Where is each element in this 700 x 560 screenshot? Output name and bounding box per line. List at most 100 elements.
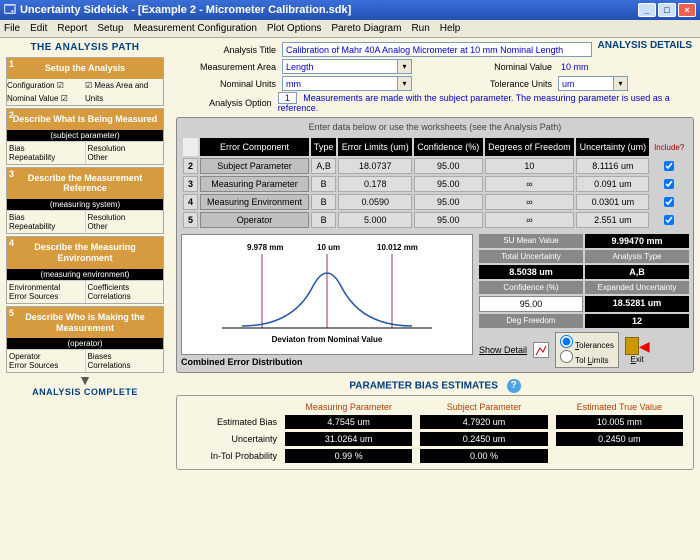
- su-mean-heading: SU Mean Value: [479, 234, 583, 248]
- analysis-path-sidebar: THE ANALYSIS PATH 1Setup the AnalysisCon…: [0, 38, 170, 560]
- svg-text:9.978 mm: 9.978 mm: [247, 243, 283, 252]
- expanded-uncertainty-value: 18.5281 um: [585, 296, 689, 312]
- error-components-table: Error ComponentTypeError Limits (um)Conf…: [181, 136, 689, 230]
- analysis-option-label: Analysis Option: [176, 98, 272, 108]
- bias-value: 4.7545 um: [285, 415, 412, 429]
- tolerance-options: TTolerancesolerances Tol Limits: [555, 332, 619, 368]
- bias-estimates-section: PARAMETER BIAS ESTIMATES ? Measuring Par…: [176, 379, 694, 470]
- menu-help[interactable]: Help: [440, 23, 461, 34]
- include-checkbox[interactable]: [664, 161, 674, 171]
- measurement-area-dropdown[interactable]: ▾: [398, 59, 412, 74]
- analysis-details-heading: ANALYSIS DETAILS: [598, 40, 692, 51]
- table-row: 2 Subject Parameter A,B18.073795.00108.1…: [183, 158, 687, 174]
- nominal-units-input[interactable]: [282, 76, 398, 91]
- total-uncertainty-heading: Total Uncertainty: [479, 250, 583, 263]
- bias-value: 0.2450 um: [556, 432, 683, 446]
- show-detail-link[interactable]: SShow Detailhow Detail: [479, 345, 527, 355]
- deg-freedom-value: 12: [585, 314, 689, 328]
- step-1[interactable]: 1Setup the AnalysisConfiguration ☑☑ Meas…: [6, 57, 164, 106]
- table-hint: Enter data below or use the worksheets (…: [181, 122, 689, 132]
- menu-edit[interactable]: Edit: [30, 23, 47, 34]
- su-mean-value: 9.99470 mm: [585, 234, 689, 248]
- svg-text:Deviaton from Nominal Value: Deviaton from Nominal Value: [272, 335, 383, 344]
- measurement-area-input[interactable]: [282, 59, 398, 74]
- summary-panel: SU Mean Value 9.99470 mm Total Uncertain…: [479, 234, 689, 368]
- include-checkbox[interactable]: [664, 215, 674, 225]
- tolerances-radio[interactable]: [560, 335, 573, 348]
- window-titlebar: 🗔 Uncertainty Sidekick - [Example 2 - Mi…: [0, 0, 700, 20]
- step-3[interactable]: 3Describe the Measurement Reference(meas…: [6, 167, 164, 235]
- step-5[interactable]: 5Describe Who is Making the Measurement(…: [6, 306, 164, 374]
- help-icon[interactable]: ?: [507, 379, 521, 393]
- include-checkbox[interactable]: [664, 179, 674, 189]
- bias-column-header: Estimated True Value: [556, 402, 683, 412]
- bias-row-label: Uncertainty: [187, 434, 277, 444]
- bias-column-header: Measuring Parameter: [285, 402, 412, 412]
- table-header: Confidence (%): [414, 138, 482, 156]
- menu-run[interactable]: Run: [411, 23, 429, 34]
- include-header: Include?: [651, 138, 687, 156]
- exit-button[interactable]: ◀ Exit: [625, 337, 650, 364]
- chart-icon[interactable]: [533, 342, 549, 358]
- table-row: 3 Measuring Parameter B0.17895.00∞0.091 …: [183, 176, 687, 192]
- analysis-type-value: A,B: [585, 265, 689, 279]
- tolerance-units-label: Tolerance Units: [472, 79, 552, 89]
- bias-row-label: Estimated Bias: [187, 417, 277, 427]
- table-header: Error Limits (um): [338, 138, 412, 156]
- nominal-units-dropdown[interactable]: ▾: [398, 76, 412, 91]
- distribution-chart: 9.978 mm 10 um 10.012 mm Deviaton from N…: [181, 234, 473, 355]
- bias-value: 0.2450 um: [420, 432, 547, 446]
- menu-plot-options[interactable]: Plot Options: [267, 23, 321, 34]
- bias-row-label: In-Tol Probability: [187, 451, 277, 461]
- arrow-down-icon: ▼: [6, 375, 164, 385]
- error-component-cell[interactable]: Subject Parameter: [200, 158, 309, 174]
- svg-text:10 um: 10 um: [317, 243, 340, 252]
- bias-title: PARAMETER BIAS ESTIMATES: [349, 381, 498, 392]
- menu-report[interactable]: Report: [57, 23, 87, 34]
- table-header: Uncertainty (um): [576, 138, 649, 156]
- error-component-cell[interactable]: Measuring Parameter: [200, 176, 309, 192]
- menubar: File Edit Report Setup Measurement Confi…: [0, 20, 700, 38]
- table-row: 4 Measuring Environment B0.059095.00∞0.0…: [183, 194, 687, 210]
- bias-value: 10.005 mm: [556, 415, 683, 429]
- svg-text:10.012 mm: 10.012 mm: [377, 243, 418, 252]
- content-area: ANALYSIS DETAILS Analysis Title Measurem…: [170, 38, 700, 560]
- nominal-units-label: Nominal Units: [176, 79, 276, 89]
- tolerance-units-input[interactable]: [558, 76, 614, 91]
- confidence-heading: Confidence (%): [479, 281, 583, 294]
- analysis-type-heading: Analysis Type: [585, 250, 689, 263]
- data-table-panel: Enter data below or use the worksheets (…: [176, 117, 694, 373]
- measurement-area-label: Measurement Area: [176, 62, 276, 72]
- deg-freedom-heading: Deg Freedom: [479, 314, 583, 328]
- analysis-option-text: Measurements are made with the subject p…: [278, 93, 670, 113]
- error-component-cell[interactable]: Measuring Environment: [200, 194, 309, 210]
- tolerance-units-dropdown[interactable]: ▾: [614, 76, 628, 91]
- error-component-cell[interactable]: Operator: [200, 212, 309, 228]
- analysis-title-label: Analysis Title: [176, 45, 276, 55]
- app-icon: 🗔: [4, 1, 16, 20]
- include-checkbox[interactable]: [664, 197, 674, 207]
- total-uncertainty-value: 8.5038 um: [479, 265, 583, 279]
- maximize-button[interactable]: □: [658, 3, 676, 17]
- nominal-value-label: Nominal Value: [472, 62, 552, 72]
- bias-value: 31.0264 um: [285, 432, 412, 446]
- analysis-title-input[interactable]: [282, 42, 592, 57]
- bias-value: 0.99 %: [285, 449, 412, 463]
- table-header: Degrees of Freedom: [485, 138, 575, 156]
- menu-file[interactable]: File: [4, 23, 20, 34]
- step-2[interactable]: 2Describe What is Being Measured(subject…: [6, 108, 164, 165]
- menu-pareto[interactable]: Pareto Diagram: [331, 23, 401, 34]
- table-header: Error Component: [200, 138, 309, 156]
- step-4[interactable]: 4Describe the Measuring Environment(meas…: [6, 236, 164, 304]
- tol-limits-radio[interactable]: [560, 350, 573, 363]
- bias-column-header: Subject Parameter: [420, 402, 547, 412]
- chart-caption: Combined Error Distribution: [181, 357, 473, 367]
- menu-setup[interactable]: Setup: [97, 23, 123, 34]
- close-button[interactable]: ×: [678, 3, 696, 17]
- analysis-complete-label: ANALYSIS COMPLETE: [6, 387, 164, 397]
- sidebar-title: THE ANALYSIS PATH: [6, 42, 164, 53]
- expanded-uncertainty-heading: Expanded Uncertainty: [585, 281, 689, 294]
- menu-measurement-config[interactable]: Measurement Configuration: [134, 23, 257, 34]
- minimize-button[interactable]: _: [638, 3, 656, 17]
- window-title: Uncertainty Sidekick - [Example 2 - Micr…: [20, 4, 351, 16]
